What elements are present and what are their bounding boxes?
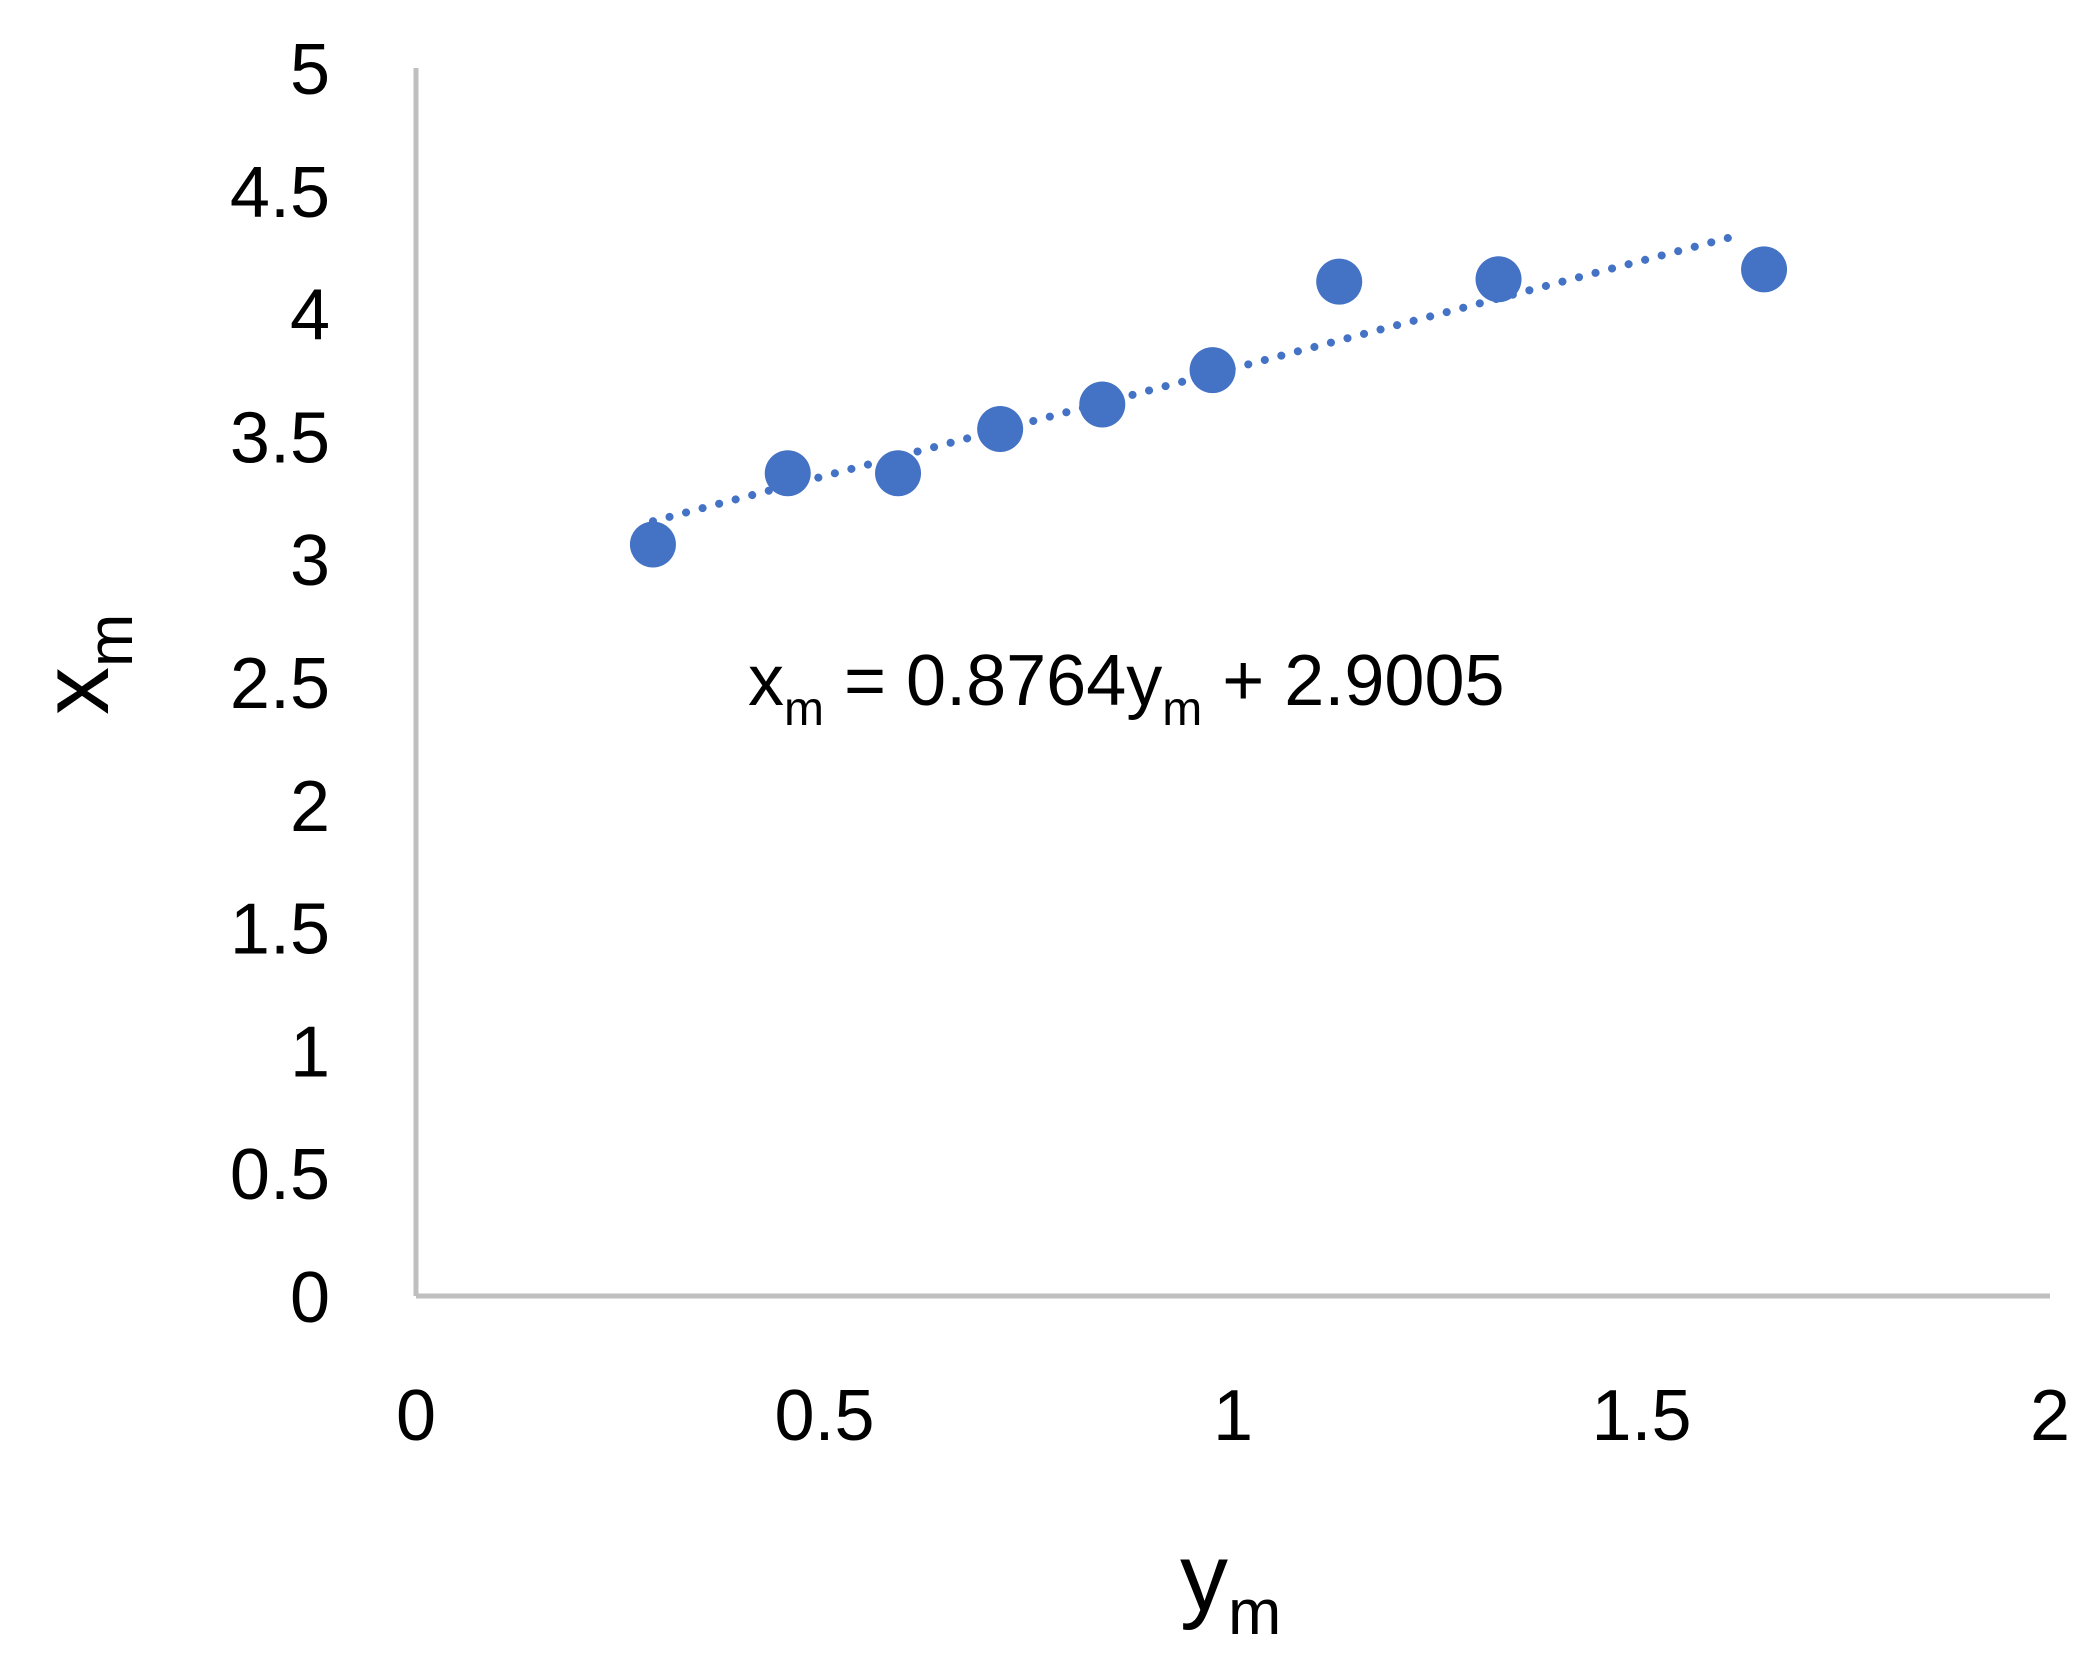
y-tick-label: 2.5 — [230, 644, 330, 724]
y-tick-label: 5 — [290, 30, 330, 110]
data-point — [977, 406, 1024, 453]
y-tick-label: 2 — [290, 767, 330, 847]
x-tick-label: 0.5 — [774, 1376, 874, 1456]
y-tick-label: 0.5 — [230, 1135, 330, 1215]
data-point — [875, 450, 922, 497]
data-point — [1316, 258, 1363, 305]
x-axis: 0 0.5 1 1.5 2 — [396, 1293, 2070, 1456]
trendline-equation: xm = 0.8764ym + 2.9005 — [748, 641, 1505, 736]
x-tick-label: 1 — [1213, 1376, 1253, 1456]
x-tick-label: 2 — [2030, 1376, 2070, 1456]
data-points — [629, 246, 1788, 568]
y-axis: 0 0.5 1 1.5 2 2.5 3 3.5 4 4.5 5 — [230, 30, 419, 1338]
data-point — [1189, 347, 1236, 394]
data-point — [764, 450, 811, 497]
y-tick-label: 4 — [290, 276, 330, 356]
data-point — [1079, 381, 1126, 428]
y-tick-label: 3.5 — [230, 398, 330, 478]
data-point — [629, 521, 676, 568]
x-tick-label: 1.5 — [1591, 1376, 1691, 1456]
y-tick-label: 0 — [290, 1258, 330, 1338]
data-point — [1475, 256, 1522, 303]
y-tick-label: 1.5 — [230, 890, 330, 970]
x-tick-label: 0 — [396, 1376, 436, 1456]
y-tick-label: 3 — [290, 521, 330, 601]
data-point — [1741, 246, 1788, 293]
x-axis-title: ym — [1180, 1524, 1281, 1648]
y-tick-label: 4.5 — [230, 153, 330, 233]
y-axis-title: xm — [22, 614, 146, 715]
y-tick-label: 1 — [290, 1012, 330, 1092]
